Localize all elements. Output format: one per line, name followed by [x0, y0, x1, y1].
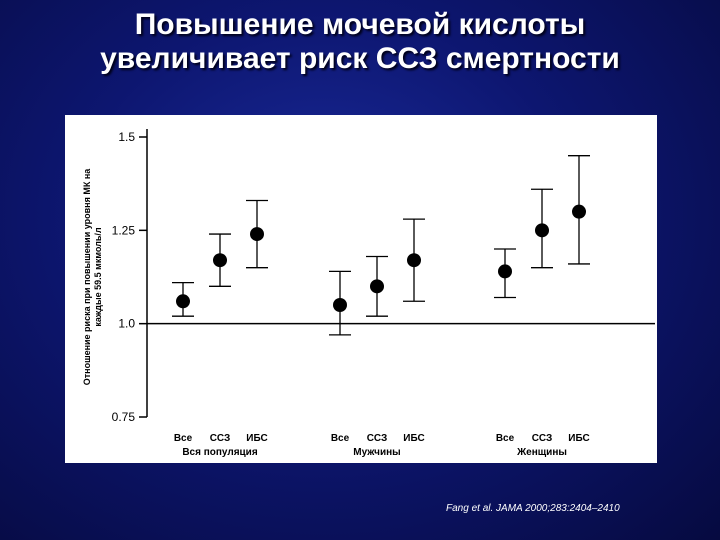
point-estimate [176, 294, 190, 309]
chart-panel: 0.75 1.0 1.25 1.5 Отношение риска при повыше… [65, 115, 657, 463]
category-label: ИБС [246, 433, 267, 444]
y-tick-label: 1.5 [118, 130, 135, 144]
category-label: Все [331, 433, 350, 444]
category-label: ССЗ [532, 433, 553, 444]
point-estimate [250, 227, 264, 242]
category-label: ССЗ [367, 433, 388, 444]
category-label: ИБС [403, 433, 424, 444]
category-label: ИБС [568, 433, 589, 444]
citation: Fang et al. JAMA 2000;283:2404–2410 [446, 503, 620, 514]
point-estimate [333, 298, 347, 312]
y-tick-label: 0.75 [112, 410, 136, 424]
category-label: ССЗ [210, 433, 231, 444]
category-label: Все [174, 433, 193, 444]
forest-plot: 0.75 1.0 1.25 1.5 Отношение риска при повыше… [82, 129, 655, 458]
y-tick-label: 1.0 [118, 317, 135, 331]
y-axis-label-line-1: Отношение риска при повышении уровня МК … [82, 168, 92, 386]
title-line-1: Повышение мочевой кислоты [134, 8, 586, 41]
point-estimate [407, 253, 421, 268]
title-line-2: увеличивает риск ССЗ смертности [100, 42, 620, 75]
point-estimate [535, 223, 549, 238]
y-tick-label: 1.25 [112, 223, 136, 237]
point-estimate [213, 253, 227, 268]
y-axis-label-line-2: каждые 59.5 мкмоль/л [93, 227, 103, 327]
point-estimate [572, 204, 586, 219]
group-label: Мужчины [353, 447, 400, 458]
category-label: Все [496, 433, 515, 444]
point-estimate [498, 264, 512, 279]
point-estimate [370, 279, 384, 294]
group-label: Вся популяция [182, 447, 257, 458]
group-label: Женщины [516, 447, 567, 458]
slide-title: Повышение мочевой кислоты увеличивает ри… [0, 8, 720, 76]
